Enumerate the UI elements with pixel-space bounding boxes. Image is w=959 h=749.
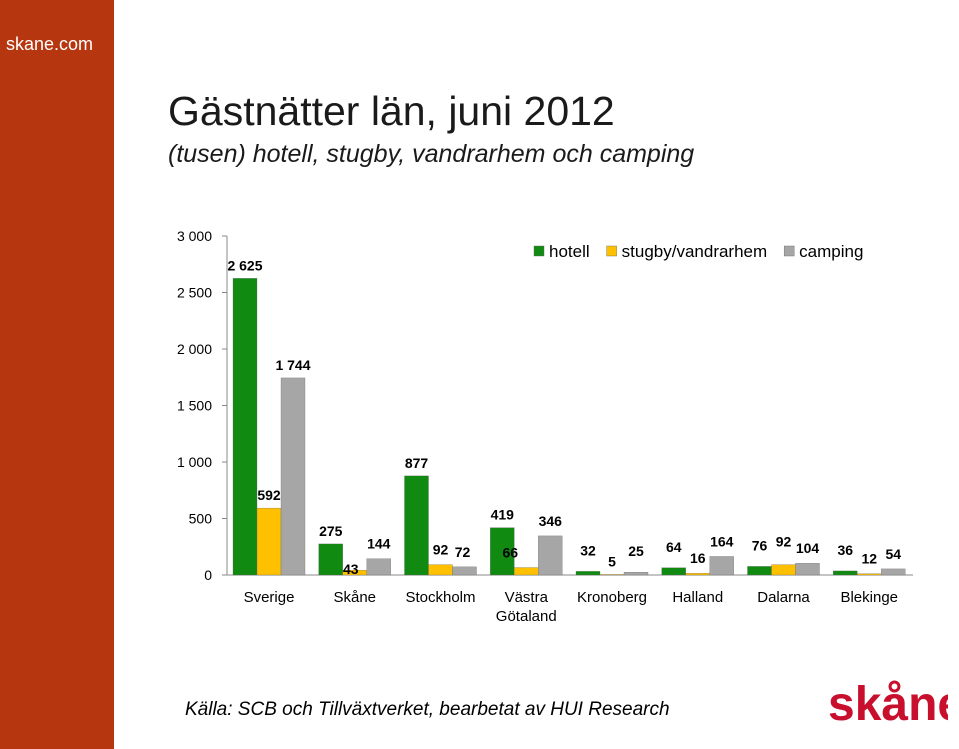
y-tick-label: 1 500 [177,398,212,414]
data-label: 144 [367,536,391,552]
bar [661,567,686,576]
x-tick-label: Västra [505,589,549,606]
data-label: 43 [343,561,359,577]
legend-swatch [783,245,795,257]
bar [490,527,515,576]
skane-logo-icon: skåne [828,678,948,728]
bar [452,566,477,576]
x-tick-label: Skåne [333,589,376,606]
x-tick-label: Blekinge [840,589,898,606]
x-tick-label: Dalarna [757,589,810,606]
data-label: 64 [666,539,682,555]
y-tick-label: 2 000 [177,341,212,357]
data-label: 2 625 [227,257,262,273]
x-tick-label: Stockholm [405,589,475,606]
y-tick-label: 1 000 [177,454,212,470]
bar [857,573,882,576]
y-tick-label: 2 500 [177,285,212,301]
data-label: 32 [580,542,596,558]
data-label: 16 [690,550,706,566]
data-label: 92 [776,534,792,550]
sidebar: skane.com [0,0,114,749]
bar [771,564,796,576]
data-label: 36 [837,542,853,558]
bar [366,558,391,576]
bar [514,567,539,576]
data-label: 419 [491,507,515,523]
y-tick-label: 500 [189,511,213,527]
bar [685,573,710,576]
data-label: 104 [796,540,820,556]
logo-text: skåne [828,678,948,728]
bar [318,543,343,576]
x-tick-label: Sverige [244,589,295,606]
data-label: 25 [628,543,644,559]
legend-swatch [533,245,545,257]
bar [881,568,906,576]
data-label: 92 [433,542,449,558]
bar [232,278,258,576]
bar [747,566,772,576]
x-tick-label: Götaland [496,608,557,625]
data-label: 346 [539,513,563,529]
bar [428,564,453,576]
data-label: 877 [405,455,429,471]
data-label: 54 [885,546,901,562]
data-label: 1 744 [275,357,310,373]
bar [599,574,625,576]
legend-label: stugby/vandrarhem [622,242,768,261]
bar [795,563,820,576]
bar [709,556,734,576]
data-label: 592 [257,487,281,503]
data-label: 72 [455,544,471,560]
chart-legend: hotell stugby/vandrarhem camping [533,242,863,261]
bar [833,570,858,576]
site-label[interactable]: skane.com [6,34,94,54]
x-tick-label: Halland [672,589,723,606]
data-label: 275 [319,523,343,539]
bar [404,475,429,576]
x-tick-label: Kronoberg [577,589,647,606]
y-tick-label: 0 [204,567,212,583]
y-tick-label: 3 000 [177,228,212,244]
data-label: 12 [861,551,877,567]
legend-label: camping [799,242,863,261]
data-label: 5 [608,553,616,569]
data-label: 164 [710,533,734,549]
source-note: Källa: SCB och Tillväxtverket, bearbetat… [185,699,670,720]
bar [538,535,563,576]
chart-bars: 2 625 592 1 744 275 43 144 877 92 72 419 66 346 32 52… [227,257,906,577]
bar [623,572,649,576]
bar [575,571,601,576]
data-label: 76 [752,537,768,553]
legend-swatch [606,245,617,257]
bar [256,507,282,576]
chart-subtitle: (tusen) hotell, stugby, vandrarhem och c… [168,140,695,168]
bar [280,377,306,576]
data-label: 66 [502,545,518,561]
legend-label: hotell [549,242,590,261]
chart-title: Gästnätter län, juni 2012 [168,88,615,134]
